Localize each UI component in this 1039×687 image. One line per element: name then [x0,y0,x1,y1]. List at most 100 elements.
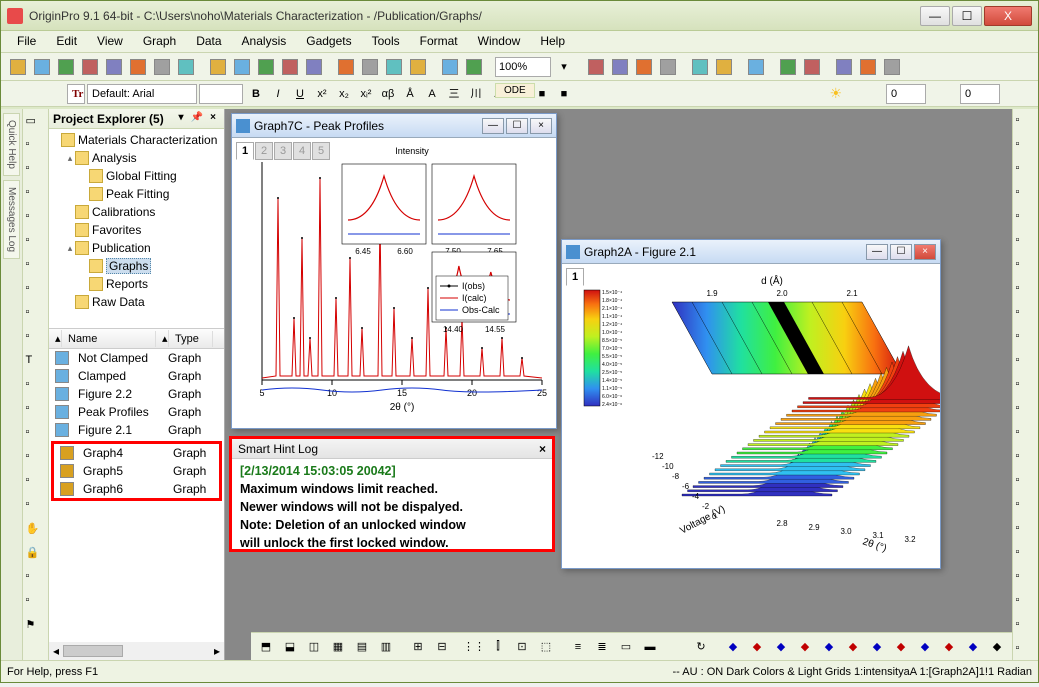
right-tool-16-icon[interactable]: ▫ [1015,497,1037,519]
right-tool-3-icon[interactable]: ▫ [1015,185,1037,207]
bottom-tool-icon[interactable]: ▤ [351,636,373,658]
bottom-tool-icon[interactable]: ◫ [303,636,325,658]
fmt-btn-2[interactable]: U [289,83,311,105]
poly-icon[interactable]: ▫ [25,473,47,495]
pin-icon[interactable]: 📌 [190,112,204,126]
poly-icon[interactable] [881,56,903,78]
import-multi-icon[interactable] [383,56,405,78]
right-tool-11-icon[interactable]: ▫ [1015,377,1037,399]
right-tool-15-icon[interactable]: ▫ [1015,473,1037,495]
close-button[interactable]: X [984,6,1032,26]
fmt-btn-6[interactable]: αβ [377,83,399,105]
right-tool-13-icon[interactable]: ▫ [1015,425,1037,447]
bottom-tool-icon[interactable]: ≡ [567,636,589,658]
hand-icon[interactable]: ✋ [25,521,47,543]
right-tool-4-icon[interactable]: ▫ [1015,209,1037,231]
bottom-tool-icon[interactable]: ≣ [591,636,613,658]
right-tool-18-icon[interactable]: ▫ [1015,545,1037,567]
menu-help[interactable]: Help [530,31,575,52]
recalc-icon[interactable] [463,56,485,78]
graph-tab-5[interactable]: 5 [312,142,330,160]
mask-icon[interactable]: ▫ [25,257,47,279]
list-item[interactable]: Peak ProfilesGraph [49,403,224,421]
quick-help-tab[interactable]: Quick Help [3,113,20,176]
fmt-btn-10[interactable]: 川 [465,82,487,104]
tree-node[interactable]: ▴Publication [51,239,222,257]
menu-file[interactable]: File [7,31,46,52]
list-item[interactable]: ClampedGraph [49,367,224,385]
fmt-btn-4[interactable]: x₂ [333,83,355,105]
color-icon[interactable]: ▫ [25,593,47,615]
ode-tag[interactable]: ODE [495,83,535,98]
list-item[interactable]: Figure 2.1Graph [49,421,224,439]
add-column-icon[interactable] [745,56,767,78]
new-function-icon[interactable] [103,56,125,78]
menu-window[interactable]: Window [468,31,531,52]
menu-edit[interactable]: Edit [46,31,87,52]
region-icon[interactable]: ▫ [25,305,47,327]
crosshair-icon[interactable]: ▫ [25,209,47,231]
right-tool-1-icon[interactable]: ▫ [1015,137,1037,159]
tree-node[interactable]: Reports [51,275,222,293]
graph7c-window[interactable]: Graph7C - Peak Profiles — ☐ × 12345 Inte… [231,113,557,429]
hscroll-thumb[interactable] [63,645,123,657]
col-type-header[interactable]: Type [169,331,213,347]
mdi-close-button[interactable]: × [530,118,552,134]
mdi-max-button[interactable]: ☐ [890,244,912,260]
bottom-tool-icon[interactable]: ⊡ [511,636,533,658]
tree-node[interactable]: Global Fitting [51,167,222,185]
brightness-icon[interactable]: ☀ [829,85,842,102]
new-layout-icon[interactable] [151,56,173,78]
right-tool-10-icon[interactable]: ▫ [1015,353,1037,375]
rotate-tool-icon[interactable]: ◆ [722,636,744,658]
import-wizard-icon[interactable] [335,56,357,78]
line-width2-box[interactable]: 0 [960,84,1000,104]
tag-icon[interactable]: ▫ [25,569,47,591]
movie-icon[interactable] [657,56,679,78]
fmt-btn-14[interactable]: ■ [553,83,575,105]
menu-analysis[interactable]: Analysis [232,31,297,52]
open-excel-icon[interactable] [255,56,277,78]
bottom-tool-icon[interactable]: ⬒ [255,636,277,658]
messages-log-tab[interactable]: Messages Log [3,180,20,259]
line-icon[interactable]: ▫ [25,377,47,399]
circle-icon[interactable]: ▫ [25,449,47,471]
graph-tab-3[interactable]: 3 [274,142,292,160]
import-single-icon[interactable] [359,56,381,78]
fmt-btn-7[interactable]: Å [399,83,421,105]
reader-icon[interactable]: ▫ [25,185,47,207]
sigma-icon[interactable] [833,56,855,78]
rescale-icon[interactable]: ▫ [25,281,47,303]
menu-format[interactable]: Format [410,31,468,52]
bottom-tool-icon[interactable]: ▥ [375,636,397,658]
graph-tab-4[interactable]: 4 [293,142,311,160]
zoom-region-icon[interactable]: ▫ [25,137,47,159]
tree-node[interactable]: Raw Data [51,293,222,311]
print-preview-icon[interactable] [609,56,631,78]
minimize-button[interactable]: — [920,6,950,26]
bottom-tool-icon[interactable]: ▦ [327,636,349,658]
fmt-btn-0[interactable]: B [245,83,267,105]
new-project-icon[interactable] [7,56,29,78]
graph2a-window[interactable]: Graph2A - Figure 2.1 — ☐ × 1 [561,239,941,569]
fmt-btn-1[interactable]: I [267,83,289,105]
fmt-btn-3[interactable]: x² [311,83,333,105]
tree-node[interactable]: Peak Fitting [51,185,222,203]
draw-icon[interactable]: ▫ [25,233,47,255]
menu-tools[interactable]: Tools [362,31,410,52]
mdi-min-button[interactable]: — [866,244,888,260]
rect-icon[interactable]: ▫ [25,425,47,447]
list-item[interactable]: Figure 2.2Graph [49,385,224,403]
menu-graph[interactable]: Graph [133,31,186,52]
arrow-icon[interactable]: ▫ [25,401,47,423]
save-icon[interactable] [279,56,301,78]
list-item[interactable]: Graph6Graph [54,480,219,498]
mdi-min-button[interactable]: — [482,118,504,134]
reimport-icon[interactable] [407,56,429,78]
bottom-tool-icon[interactable]: ⬓ [279,636,301,658]
bottom-tool-icon[interactable]: ⊟ [431,636,453,658]
refresh-icon[interactable] [713,56,735,78]
right-tool-12-icon[interactable]: ▫ [1015,401,1037,423]
rotate-tool-icon[interactable]: ◆ [986,636,1008,658]
graph-tab-1[interactable]: 1 [236,142,254,160]
